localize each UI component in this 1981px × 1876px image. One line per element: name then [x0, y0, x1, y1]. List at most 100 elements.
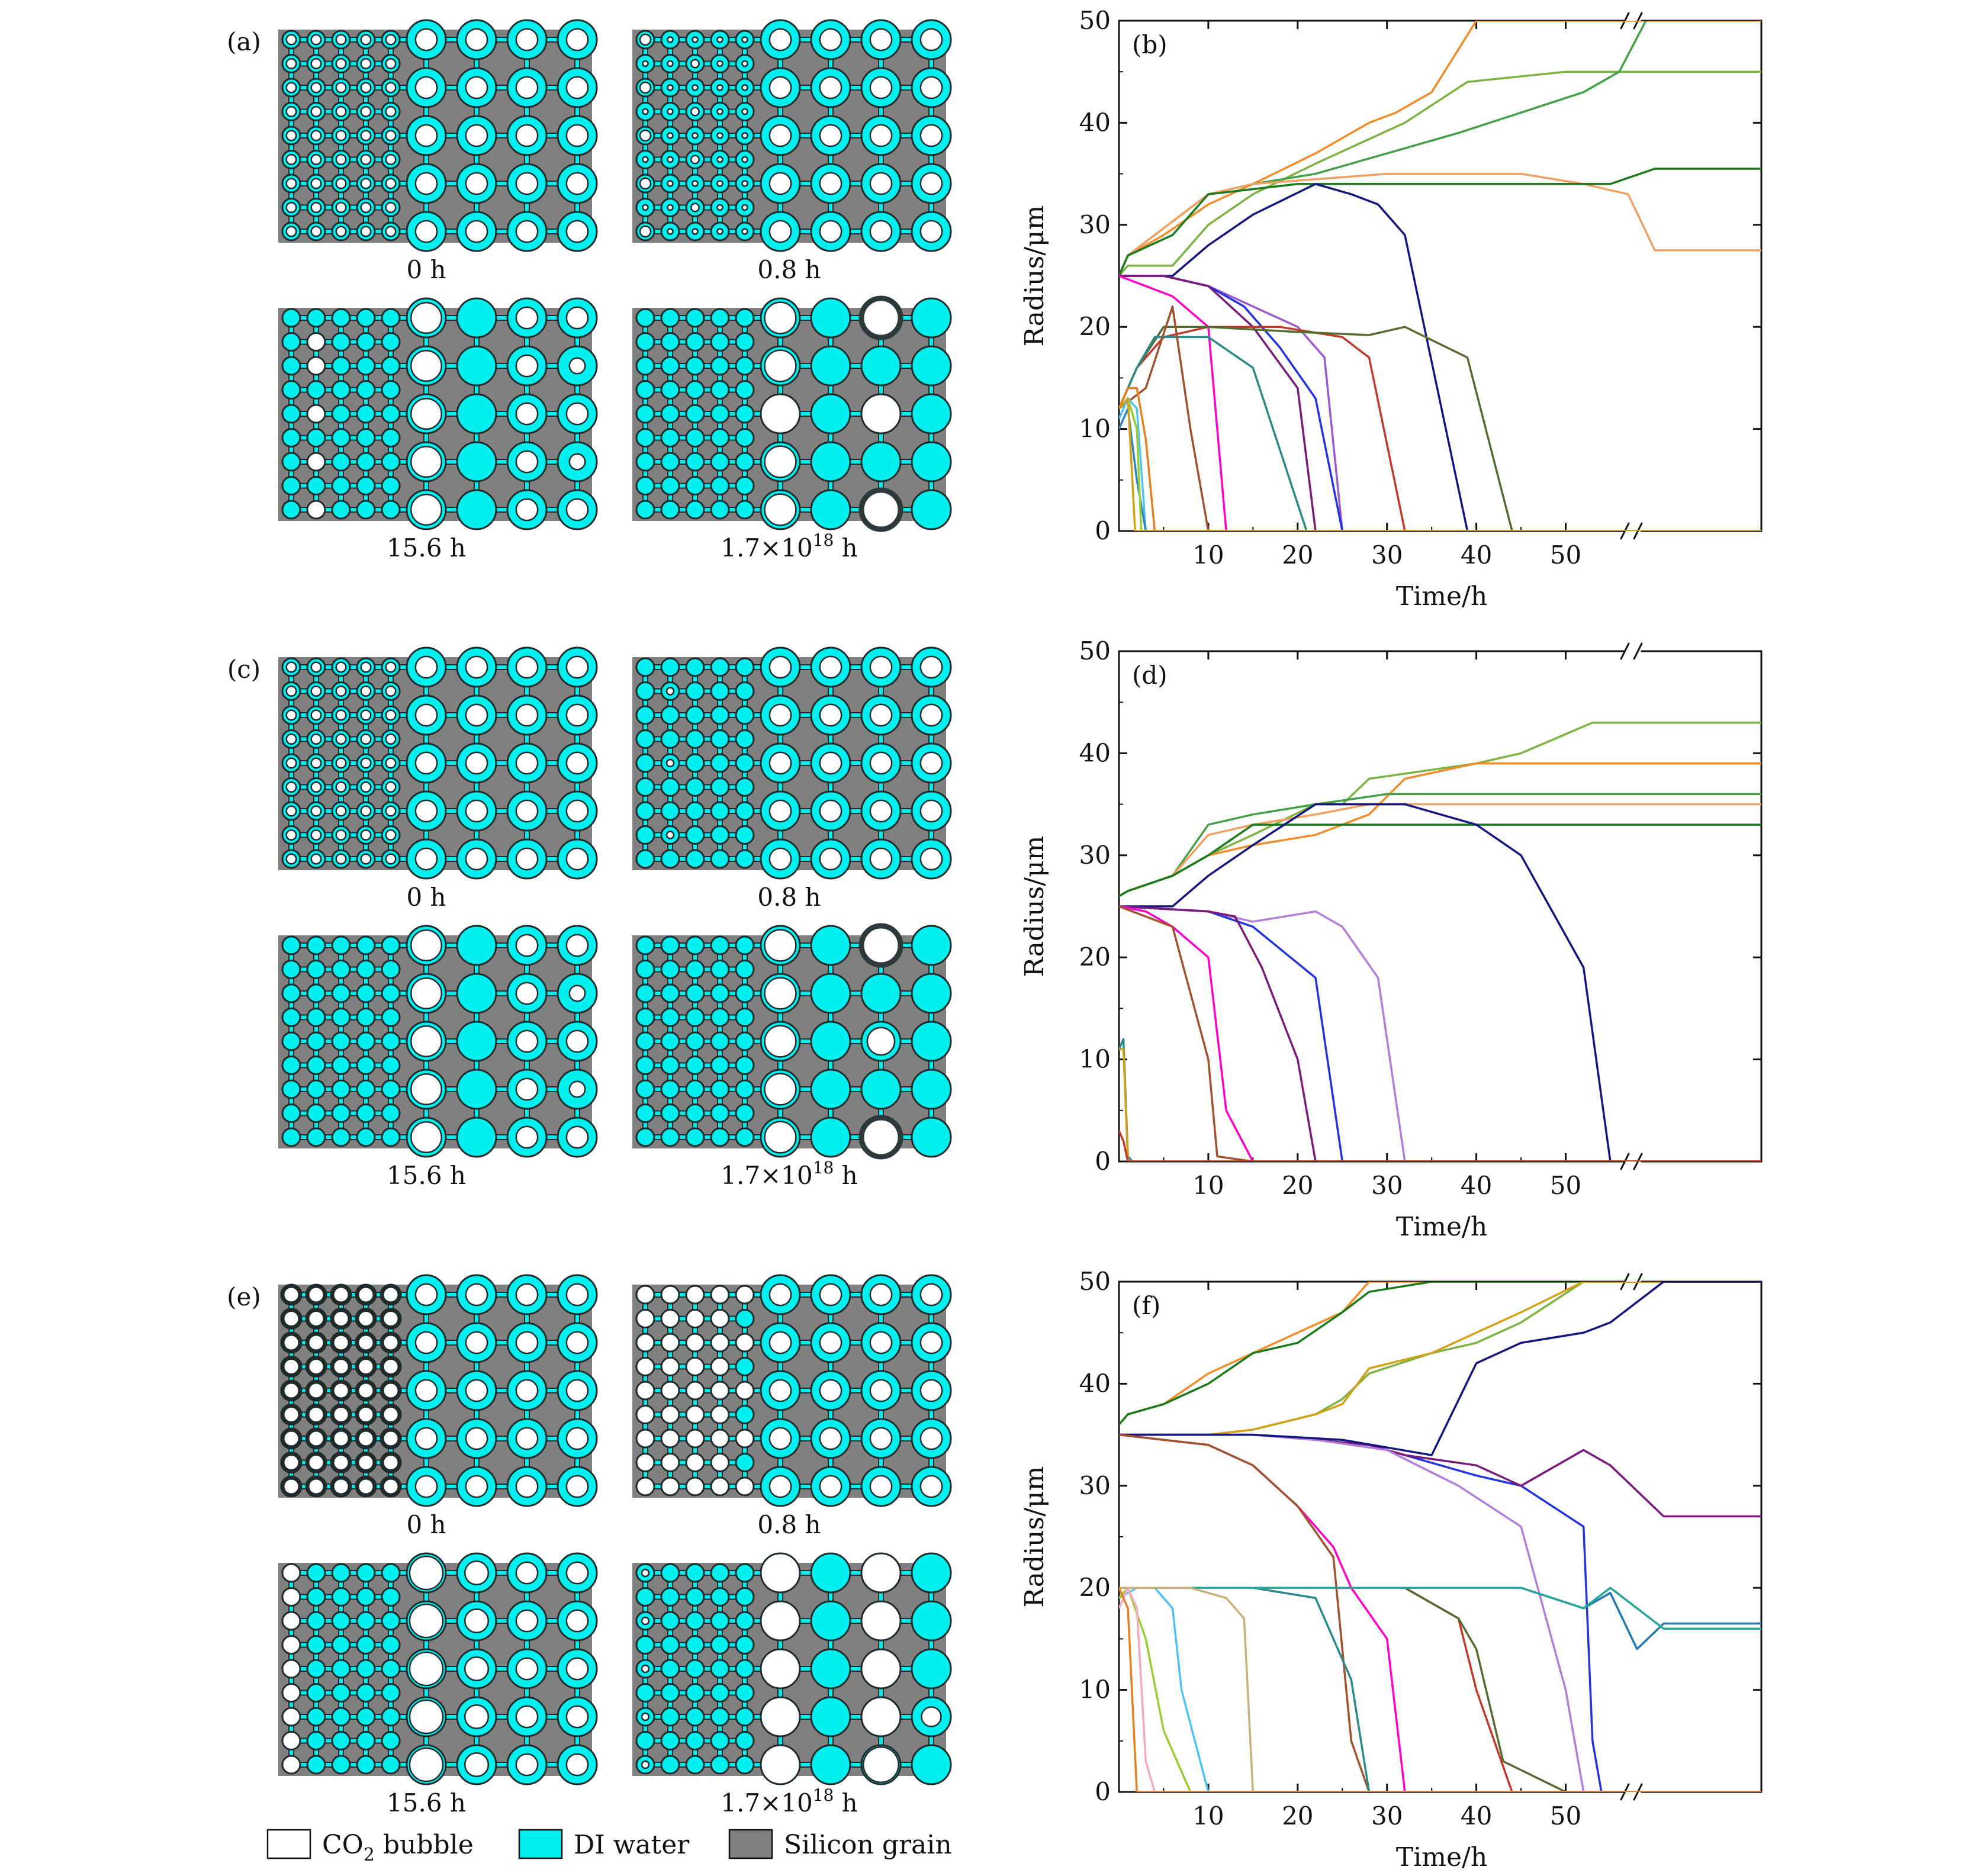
large-pore	[456, 441, 497, 482]
large-pore-bubble	[515, 124, 539, 147]
small-pore	[685, 1285, 705, 1305]
small-pore	[685, 1755, 705, 1775]
small-pore-bubble	[385, 82, 397, 94]
x-tick-label: 10	[1192, 1801, 1224, 1830]
small-pore-bubble	[335, 226, 347, 237]
small-pore	[330, 1379, 352, 1402]
y-tick-label: 10	[1079, 414, 1111, 443]
small-pore	[735, 1031, 755, 1051]
small-pore	[710, 1707, 730, 1727]
small-pore	[306, 428, 326, 448]
small-pore	[735, 1563, 755, 1583]
small-pore-bubble	[285, 733, 297, 745]
large-pore-bubble	[565, 1283, 589, 1307]
small-pore-bubble	[667, 60, 674, 67]
small-pore-bubble	[385, 106, 397, 117]
large-pore-bubble	[414, 172, 438, 195]
small-pore	[635, 1428, 655, 1449]
series-line-14	[1119, 1130, 1761, 1161]
small-pore	[710, 935, 730, 955]
small-pore-bubble	[385, 226, 397, 237]
large-pore	[760, 1696, 801, 1737]
large-pore-bubble	[515, 402, 539, 426]
y-tick-label: 20	[1079, 312, 1111, 341]
y-tick-label: 0	[1095, 516, 1111, 545]
small-pore-bubble	[692, 228, 699, 235]
small-pore-bubble	[360, 805, 372, 817]
small-pore	[635, 476, 655, 495]
snapshot-time-exp: 18	[813, 530, 834, 550]
small-pore	[685, 960, 705, 979]
large-pore	[456, 1069, 497, 1110]
small-pore	[380, 1379, 402, 1402]
small-pore	[355, 1427, 377, 1450]
series-line-4	[1119, 172, 1761, 276]
large-pore-bubble	[819, 703, 842, 727]
axis-break-mark	[1633, 642, 1643, 660]
pore-network	[278, 1552, 598, 1785]
small-pore	[280, 1452, 303, 1473]
small-pore	[331, 1731, 351, 1750]
small-pore	[685, 1683, 705, 1703]
small-pore	[710, 1031, 730, 1051]
small-pore	[356, 960, 376, 979]
series-line-11	[1119, 1587, 1761, 1792]
small-pore-bubble	[692, 132, 699, 139]
small-pore	[380, 1427, 402, 1450]
small-pore-bubble	[310, 202, 322, 213]
small-pore-bubble	[741, 132, 748, 139]
small-pore-bubble	[641, 1760, 650, 1769]
small-pore	[331, 1707, 351, 1727]
small-pore	[306, 1079, 326, 1099]
series-line-12	[1119, 1587, 1761, 1792]
small-pore	[635, 500, 655, 520]
small-pore	[685, 729, 705, 749]
small-pore	[635, 1309, 655, 1328]
small-pore-bubble	[667, 132, 674, 139]
y-axis-label: Radius/μm	[1020, 836, 1050, 977]
small-pore-bubble	[690, 59, 700, 69]
small-pore	[331, 404, 351, 424]
large-pore-bubble	[866, 1027, 896, 1056]
small-pore-bubble	[716, 84, 723, 91]
small-pore	[381, 1008, 401, 1027]
large-pore-bubble	[565, 703, 589, 727]
large-pore-bubble	[465, 847, 488, 871]
large-pore-bubble	[465, 1475, 488, 1498]
large-pore	[860, 973, 902, 1014]
small-pore	[305, 1379, 327, 1402]
large-pore-bubble	[515, 1609, 539, 1633]
small-pore-bubble	[385, 130, 397, 141]
small-pore	[356, 1635, 376, 1655]
large-pore-bubble	[565, 306, 589, 330]
small-pore	[635, 380, 655, 400]
small-pore-bubble	[385, 686, 397, 697]
y-tick-label: 0	[1095, 1147, 1111, 1176]
small-pore	[685, 1563, 705, 1583]
large-pore	[760, 1648, 801, 1690]
small-pore	[685, 1707, 705, 1727]
small-pore	[306, 404, 326, 424]
large-pore-bubble	[515, 934, 539, 957]
small-pore	[735, 983, 755, 1003]
large-pore-bubble	[764, 1025, 797, 1058]
x-tick-label: 40	[1461, 1171, 1492, 1200]
series-line-17	[1119, 1587, 1761, 1792]
small-pore	[281, 356, 301, 376]
small-pore	[306, 1563, 326, 1583]
large-pore-bubble	[919, 1331, 943, 1354]
small-pore	[381, 452, 401, 472]
x-axis-label: Time/h	[1396, 1842, 1487, 1872]
large-pore-bubble	[565, 1657, 589, 1681]
large-pore-bubble	[919, 220, 943, 243]
small-pore-bubble	[360, 853, 372, 865]
small-pore-bubble	[310, 686, 322, 697]
small-pore	[331, 960, 351, 979]
small-pore	[281, 500, 301, 520]
panel-label: (c)	[227, 655, 261, 684]
pore-network	[632, 646, 952, 880]
large-pore	[911, 345, 952, 387]
small-pore	[355, 1475, 377, 1498]
large-pore-bubble	[819, 1475, 842, 1498]
small-pore	[306, 308, 326, 328]
